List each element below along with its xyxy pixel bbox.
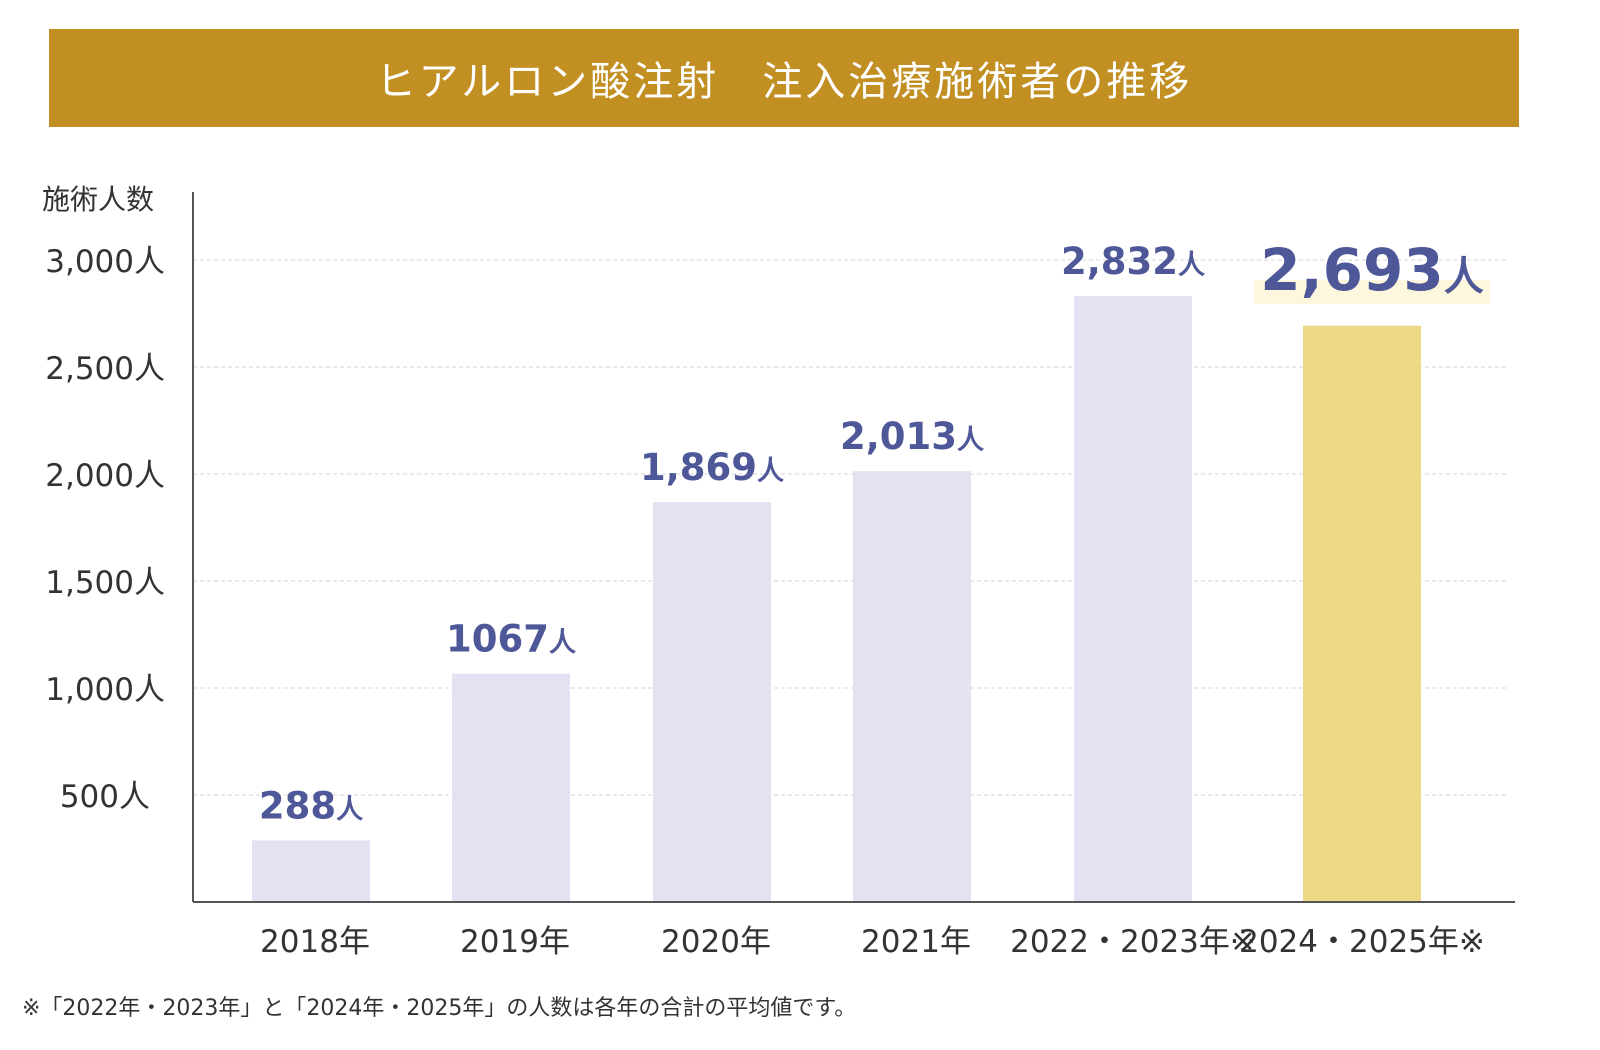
y-axis-label: 施術人数 — [42, 183, 154, 216]
x-tick-label: 2018年 — [260, 924, 370, 960]
x-tick-label: 2019年 — [460, 924, 570, 960]
bar — [252, 840, 370, 902]
data-label: 1067人 — [446, 618, 576, 661]
y-tick-label: 2,000人 — [45, 458, 165, 494]
x-tick-label: 2022・2023年※ — [1010, 924, 1256, 960]
y-tick-label: 3,000人 — [45, 244, 165, 280]
y-tick-label: 1,000人 — [45, 672, 165, 708]
data-label: 2,693人 — [1260, 236, 1483, 304]
data-label: 288人 — [259, 784, 363, 827]
x-tick-label: 2021年 — [861, 924, 971, 960]
highlight-label-background — [1254, 280, 1490, 304]
chart-title: ヒアルロン酸注射 注入治療施術者の推移 — [375, 59, 1193, 105]
footnote: ※「2022年・2023年」と「2024年・2025年」の人数は各年の合計の平均… — [22, 996, 857, 1021]
bar — [853, 471, 971, 902]
data-label: 1,869人 — [640, 446, 784, 489]
y-tick-label: 2,500人 — [45, 351, 165, 387]
bar — [1074, 295, 1192, 902]
bar — [1303, 325, 1421, 902]
chart-title-band: ヒアルロン酸注射 注入治療施術者の推移 — [49, 29, 1519, 127]
x-tick-label: 2020年 — [661, 924, 771, 960]
data-label: 2,013人 — [840, 415, 984, 458]
x-tick-label: 2024・2025年※ — [1239, 924, 1485, 960]
y-tick-label: 1,500人 — [45, 565, 165, 601]
bar — [452, 673, 570, 902]
bar — [653, 502, 771, 902]
y-tick-label: 500人 — [60, 779, 150, 815]
data-label: 2,832人 — [1061, 240, 1205, 283]
